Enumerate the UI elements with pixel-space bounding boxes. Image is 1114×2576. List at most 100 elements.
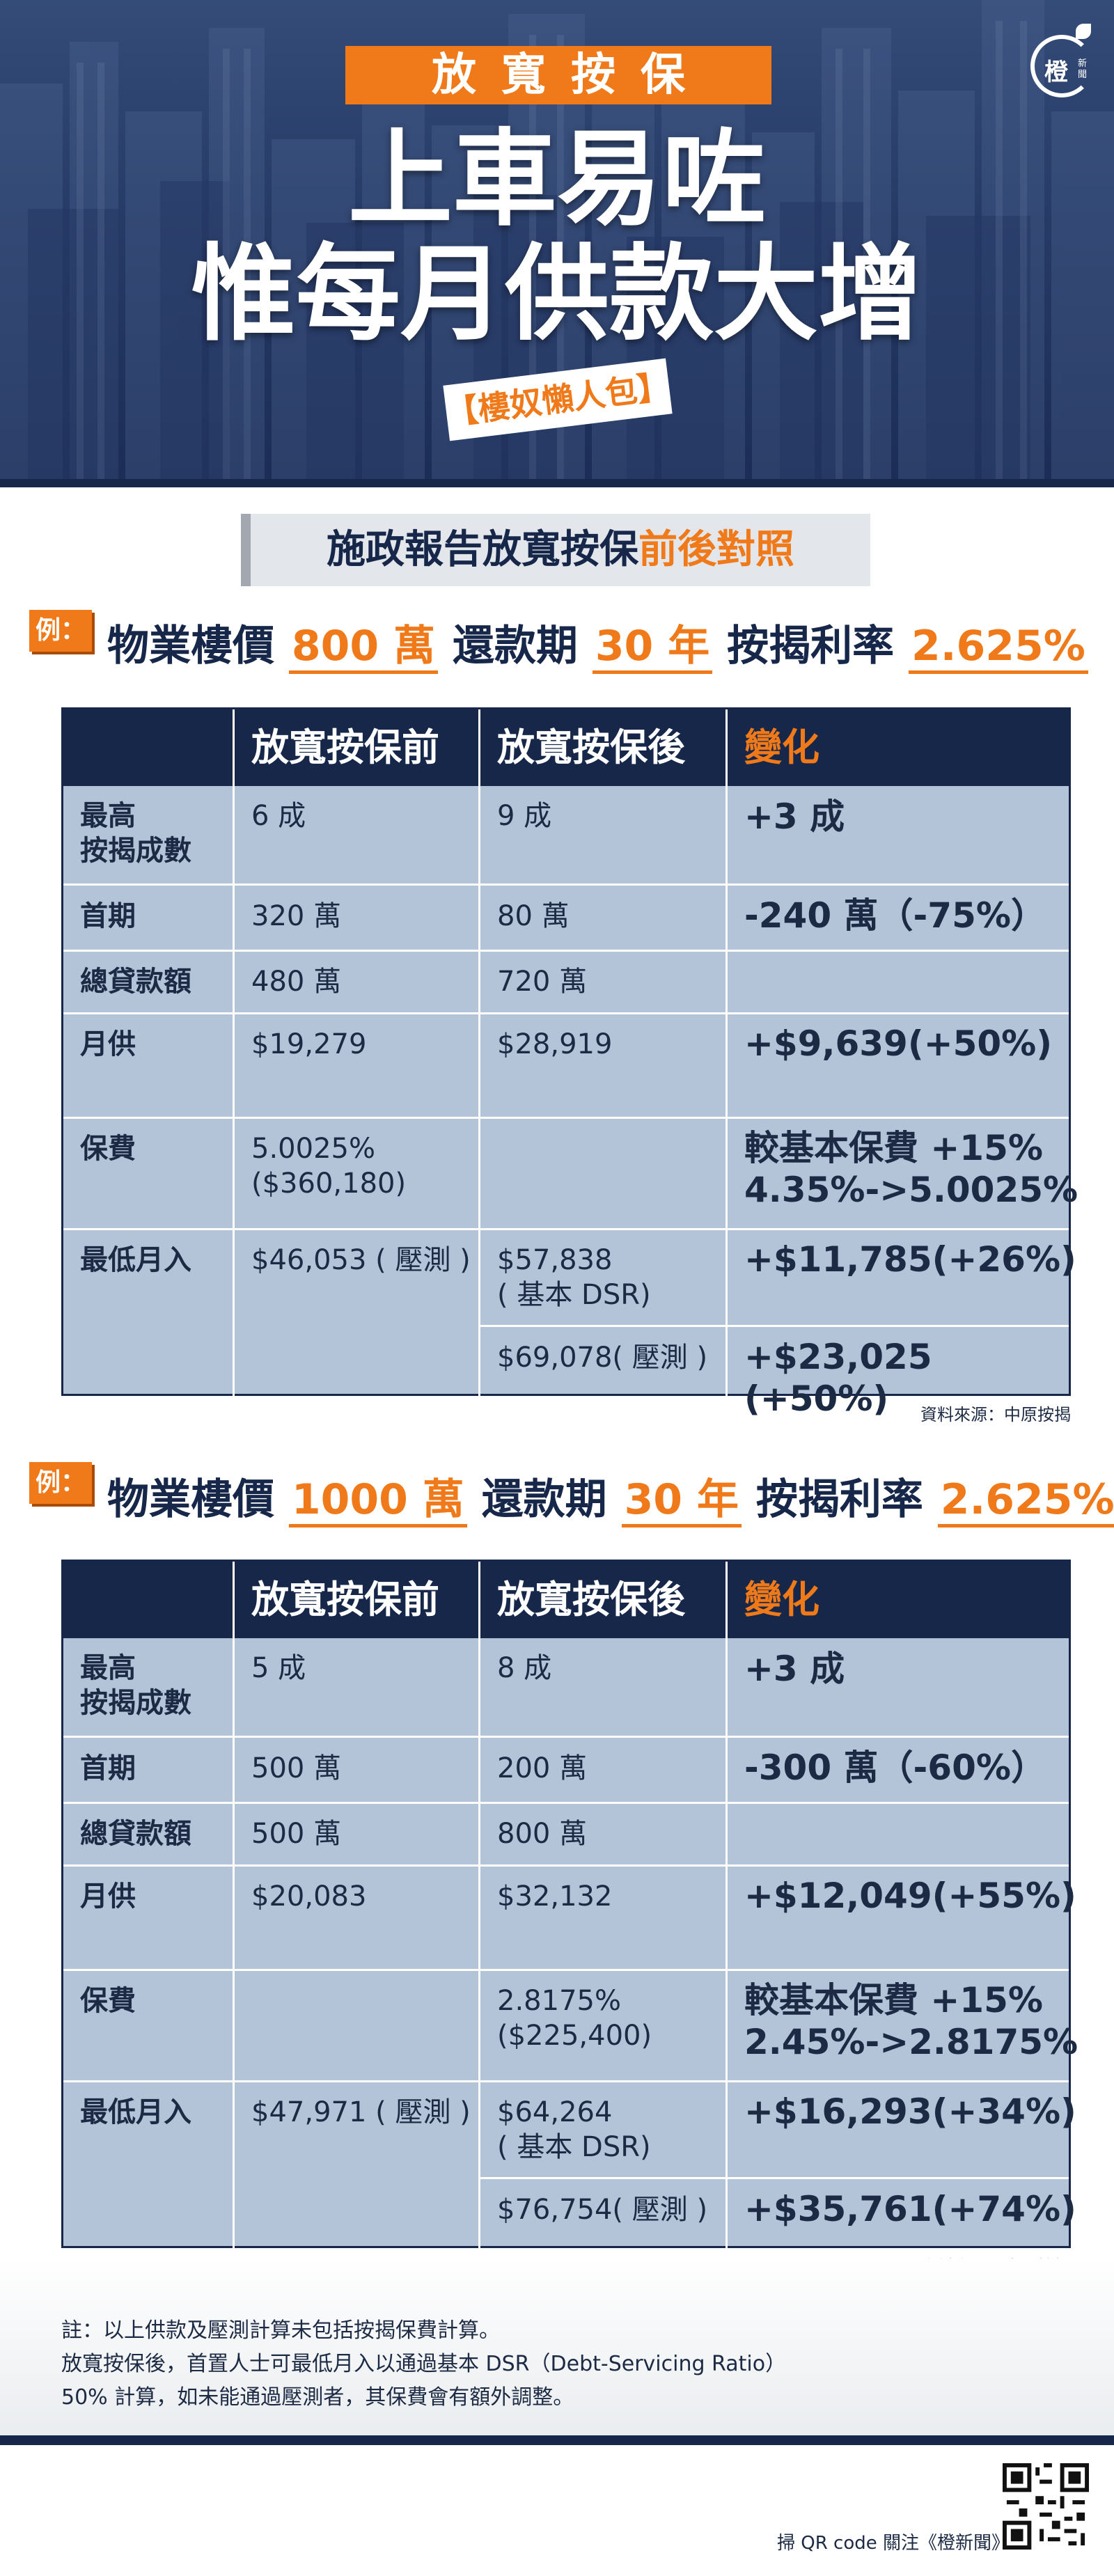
grid-line xyxy=(725,786,728,1396)
cell-loan-before: 480 萬 xyxy=(251,966,342,998)
cell-ltv-before: 5 成 xyxy=(251,1652,306,1684)
grid-line xyxy=(478,709,480,786)
col-header-after: 放寬按保後 xyxy=(497,725,685,769)
row-label-loan: 總貸款額 xyxy=(80,966,191,998)
row-label-income: 最低月入 xyxy=(80,2096,191,2128)
grid-line xyxy=(63,1012,1069,1014)
comparison-table: 放寬按保前 放寬按保後 變化 最高 按揭成數 6 成 9 成 +3 成 首期 3… xyxy=(61,707,1078,1419)
grid-line xyxy=(233,786,235,1396)
hero-banner: 放寬按保 上車易咗 惟每月供款大增 【樓奴懶人包】 橙 新聞 xyxy=(0,0,1114,487)
hero-title-line1: 上車易咗 xyxy=(347,119,766,240)
row-label-income: 最低月入 xyxy=(80,1244,191,1276)
row-label-down-payment: 首期 xyxy=(80,1752,136,1784)
hero-title-line2: 惟每月供款大增 xyxy=(191,234,923,355)
section-title: 施政報告放寬按保前後對照 xyxy=(241,514,870,586)
cell-down-before: 320 萬 xyxy=(251,900,342,932)
heading-price-value: 800 萬 xyxy=(288,622,439,674)
cell-down-change: -300 萬（-60%） xyxy=(744,1748,1046,1788)
notes-section xyxy=(0,2259,1114,2442)
row-label-premium: 保費 xyxy=(80,1133,136,1165)
cell-loan-before: 500 萬 xyxy=(251,1818,342,1850)
grid-line xyxy=(63,1969,1069,1971)
heading-label-term: 還款期 xyxy=(481,1475,607,1524)
grid-line xyxy=(725,1562,728,1638)
col-header-after: 放寬按保後 xyxy=(497,1578,685,1621)
grid-line xyxy=(478,1638,480,2248)
cell-ltv-before: 6 成 xyxy=(251,800,306,832)
heading-label-price: 物業樓價 xyxy=(107,1475,274,1524)
cell-income-after: $57,838 ( 基本 DSR) xyxy=(497,1244,651,1311)
hero-tag: 放寬按保 xyxy=(345,46,771,104)
brand-logo-subtext: 新聞 xyxy=(1078,58,1088,80)
row-label-monthly: 月供 xyxy=(80,1028,136,1060)
heading-rate-value: 2.625% xyxy=(937,1475,1114,1527)
qr-code-icon xyxy=(1003,2463,1089,2550)
cell-ltv-change: +3 成 xyxy=(744,1649,845,1689)
grid-line xyxy=(63,950,1069,952)
cell-premium-after: 2.8175% ($225,400) xyxy=(497,1985,652,2052)
cell-ltv-after: 8 成 xyxy=(497,1652,552,1684)
table-header-row xyxy=(63,709,1069,786)
cell-monthly-change: +$12,049(+55%) xyxy=(744,1876,1076,1916)
row-label-down-payment: 首期 xyxy=(80,900,136,932)
cell-loan-after: 800 萬 xyxy=(497,1818,588,1850)
example-badge: 例： xyxy=(29,610,92,652)
example-badge: 例： xyxy=(29,1462,92,1504)
heading-label-rate: 按揭利率 xyxy=(755,1475,923,1524)
grid-line xyxy=(478,1562,480,1638)
qr-caption: 掃 QR code 關注《橙新聞》 xyxy=(776,2533,1010,2554)
note-line: 註：以上供款及壓測計算未包括按揭保費計算。 xyxy=(61,2318,500,2343)
cell-down-after: 80 萬 xyxy=(497,900,570,932)
row-label-ltv: 最高 按揭成數 xyxy=(80,800,191,867)
hero-divider xyxy=(0,479,1114,487)
example-heading: 物業樓價 1000 萬 還款期 30 年 按揭利率 2.625% xyxy=(107,1470,1114,1529)
cell-income-after-stress: $69,078( 壓測 ) xyxy=(497,1342,708,1374)
grid-line xyxy=(725,709,728,786)
cell-monthly-before: $20,083 xyxy=(251,1880,367,1913)
cell-income-after: $64,264 ( 基本 DSR) xyxy=(497,2096,651,2163)
row-label-loan: 總貸款額 xyxy=(80,1818,191,1850)
cell-premium-change: 較基本保費 +15% 2.45%->2.8175% xyxy=(744,1980,1078,2062)
row-label-premium: 保費 xyxy=(80,1985,136,2017)
cell-monthly-after: $28,919 xyxy=(497,1028,613,1060)
col-header-change: 變化 xyxy=(744,725,819,769)
brand-logo-icon xyxy=(1030,35,1093,97)
note-line: 放寬按保後，首置人士可最低月入以通過基本 DSR（Debt-Servicing … xyxy=(61,2352,787,2376)
grid-line xyxy=(478,1325,1069,1327)
comparison-table: 放寬按保前 放寬按保後 變化 最高 按揭成數 5 成 8 成 +3 成 首期 5… xyxy=(61,1560,1078,2248)
grid-line xyxy=(63,883,1069,886)
heading-label-term: 還款期 xyxy=(452,622,578,670)
cell-down-before: 500 萬 xyxy=(251,1752,342,1784)
grid-line xyxy=(63,1117,1069,1119)
example-heading: 物業樓價 800 萬 還款期 30 年 按揭利率 2.625% xyxy=(107,617,1096,675)
grid-line xyxy=(233,1638,235,2248)
cell-monthly-change: +$9,639(+50%) xyxy=(744,1023,1053,1064)
heading-term-value: 30 年 xyxy=(592,622,713,674)
cell-income-before: $47,971 ( 壓測 ) xyxy=(251,2096,471,2128)
heading-price-value: 1000 萬 xyxy=(288,1475,467,1527)
grid-line xyxy=(63,1736,1069,1738)
cell-income-after-stress: $76,754( 壓測 ) xyxy=(497,2194,708,2226)
col-header-before: 放寬按保前 xyxy=(251,1578,439,1621)
cell-income-change-stress: +$35,761(+74%) xyxy=(744,2189,1076,2229)
heading-label-rate: 按揭利率 xyxy=(727,622,895,670)
grid-line xyxy=(478,2177,1069,2179)
grid-line xyxy=(478,786,480,1396)
cell-down-change: -240 萬（-75%） xyxy=(744,895,1046,936)
cell-income-change: +$11,785(+26%) xyxy=(744,1239,1076,1280)
heading-label-price: 物業樓價 xyxy=(107,622,274,670)
cell-income-change: +$16,293(+34%) xyxy=(744,2091,1076,2132)
cell-monthly-after: $32,132 xyxy=(497,1880,613,1913)
footer-divider xyxy=(0,2435,1114,2445)
heading-term-value: 30 年 xyxy=(621,1475,742,1527)
cell-premium-change: 較基本保費 +15% 4.35%->5.0025% xyxy=(744,1128,1078,1210)
grid-line xyxy=(233,1562,235,1638)
grid-line xyxy=(63,1864,1069,1867)
section-title-accent: 前後對照 xyxy=(638,527,794,572)
cell-loan-after: 720 萬 xyxy=(497,966,588,998)
grid-line xyxy=(233,709,235,786)
row-label-monthly: 月供 xyxy=(80,1880,136,1913)
cell-premium-before: 5.0025% ($360,180) xyxy=(251,1133,407,1200)
cell-monthly-before: $19,279 xyxy=(251,1028,367,1060)
col-header-change: 變化 xyxy=(744,1578,819,1621)
